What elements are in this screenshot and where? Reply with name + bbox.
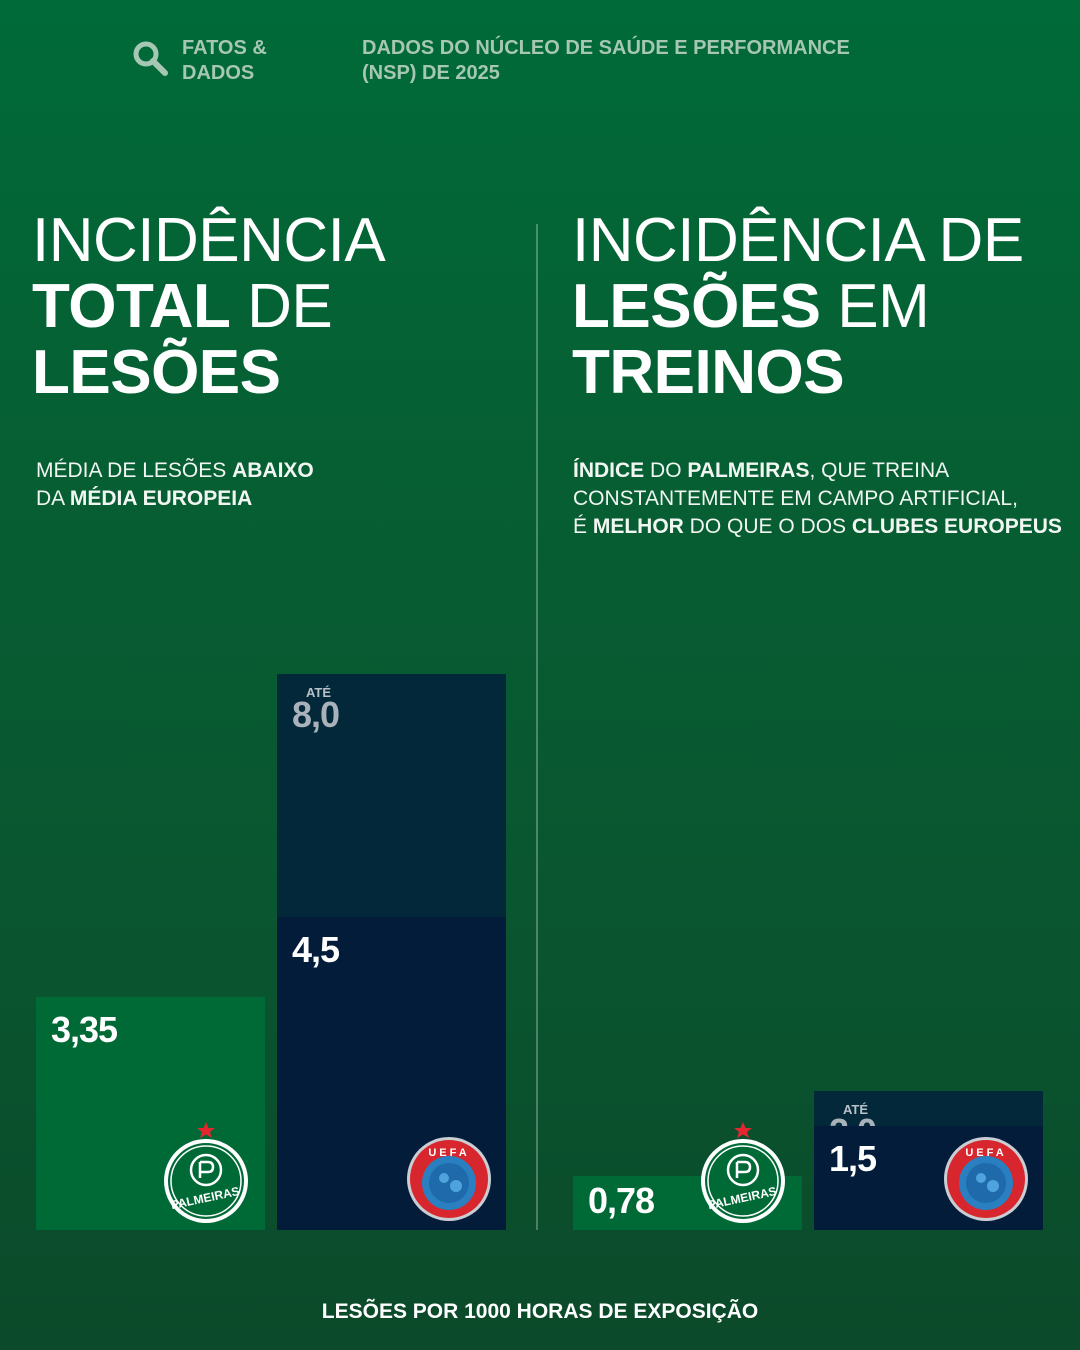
- svg-text:UEFA: UEFA: [428, 1147, 469, 1159]
- max-prefix-label: ATÉ: [843, 1102, 869, 1117]
- max-prefix-label: ATÉ: [306, 685, 332, 700]
- right-sub-l3-bold2: CLUBES EUROPEUS: [851, 515, 1062, 538]
- uefa-logo-icon: UEFA: [407, 1137, 491, 1221]
- right-subtitle: ÍNDICE DO PALMEIRAS, QUE TREINA CONSTANT…: [573, 457, 1073, 541]
- right-sub-l3-bold1: MELHOR: [592, 515, 684, 538]
- right-sub-l1-thin1: DO: [644, 459, 688, 482]
- left-title-line2-bold: TOTAL: [32, 272, 231, 341]
- header-tag: FATOS & DADOS: [182, 36, 322, 86]
- right-sub-l3-thin1: É: [573, 515, 593, 538]
- uefa-logo-icon: UEFA: [944, 1137, 1028, 1221]
- palmeiras-crest-icon: PALMEIRAS: [164, 1122, 248, 1223]
- svg-text:UEFA: UEFA: [965, 1147, 1006, 1159]
- bar-value-label: 4,5: [292, 929, 340, 971]
- header-description: DADOS DO NÚCLEO DE SAÚDE E PERFORMANCE (…: [362, 36, 922, 86]
- header-tag-line2: DADOS: [182, 62, 255, 84]
- left-title-line3-bold: LESÕES: [32, 338, 281, 407]
- bar-value-label: 0,78: [588, 1180, 655, 1221]
- right-sub-l1-bold2: PALMEIRAS: [687, 459, 810, 482]
- left-subtitle: MÉDIA DE LESÕES ABAIXO DA MÉDIA EUROPEIA: [36, 457, 516, 513]
- right-sub-l3-thin2: DO QUE O DOS: [683, 515, 852, 538]
- bar-value-label: 3,35: [51, 1009, 118, 1051]
- left-sub-l2-thin: DA: [36, 487, 70, 510]
- chart-training-injuries: 0,78 PALMEIRAS ATÉ2,01,5 UEFA: [573, 560, 1043, 1230]
- right-sub-l1-bold1: ÍNDICE: [573, 459, 645, 482]
- max-value-label: 8,0: [292, 694, 340, 735]
- right-sub-l1-thin2: , QUE TREINA: [809, 459, 950, 482]
- right-title: INCIDÊNCIA DE LESÕES EM TREINOS: [572, 208, 1072, 406]
- chart-total-injuries: 3,35 PALMEIRAS ATÉ 8,0 4,5 UEFA: [36, 560, 506, 1230]
- right-title-line1: INCIDÊNCIA DE: [572, 206, 1024, 275]
- right-title-line3-bold: TREINOS: [572, 338, 845, 407]
- header-desc-line1: DADOS DO NÚCLEO DE SAÚDE E PERFORMANCE: [362, 37, 850, 59]
- left-sub-l1-thin: MÉDIA DE LESÕES: [36, 459, 233, 482]
- left-sub-l2-bold: MÉDIA EUROPEIA: [69, 487, 253, 510]
- left-title: INCIDÊNCIA TOTAL DE LESÕES: [32, 208, 512, 406]
- right-title-line2-thin: EM: [820, 272, 930, 341]
- footer-unit-note: LESÕES POR 1000 HORAS DE EXPOSIÇÃO: [321, 1300, 759, 1323]
- search-icon: [133, 41, 168, 76]
- bar-value-label: 1,5: [829, 1137, 877, 1179]
- palmeiras-crest-icon: PALMEIRAS: [701, 1122, 785, 1223]
- left-title-line2-thin: DE: [230, 272, 333, 341]
- header-desc-line2: (NSP) DE 2025: [362, 62, 500, 84]
- header-tag-line1: FATOS &: [182, 37, 267, 59]
- left-title-line1: INCIDÊNCIA: [32, 206, 386, 275]
- left-sub-l1-bold: ABAIXO: [232, 459, 314, 482]
- right-sub-l2: CONSTANTEMENTE EM CAMPO ARTIFICIAL,: [573, 487, 1018, 510]
- right-title-line2-bold: LESÕES: [572, 272, 821, 341]
- center-divider: [536, 224, 538, 1230]
